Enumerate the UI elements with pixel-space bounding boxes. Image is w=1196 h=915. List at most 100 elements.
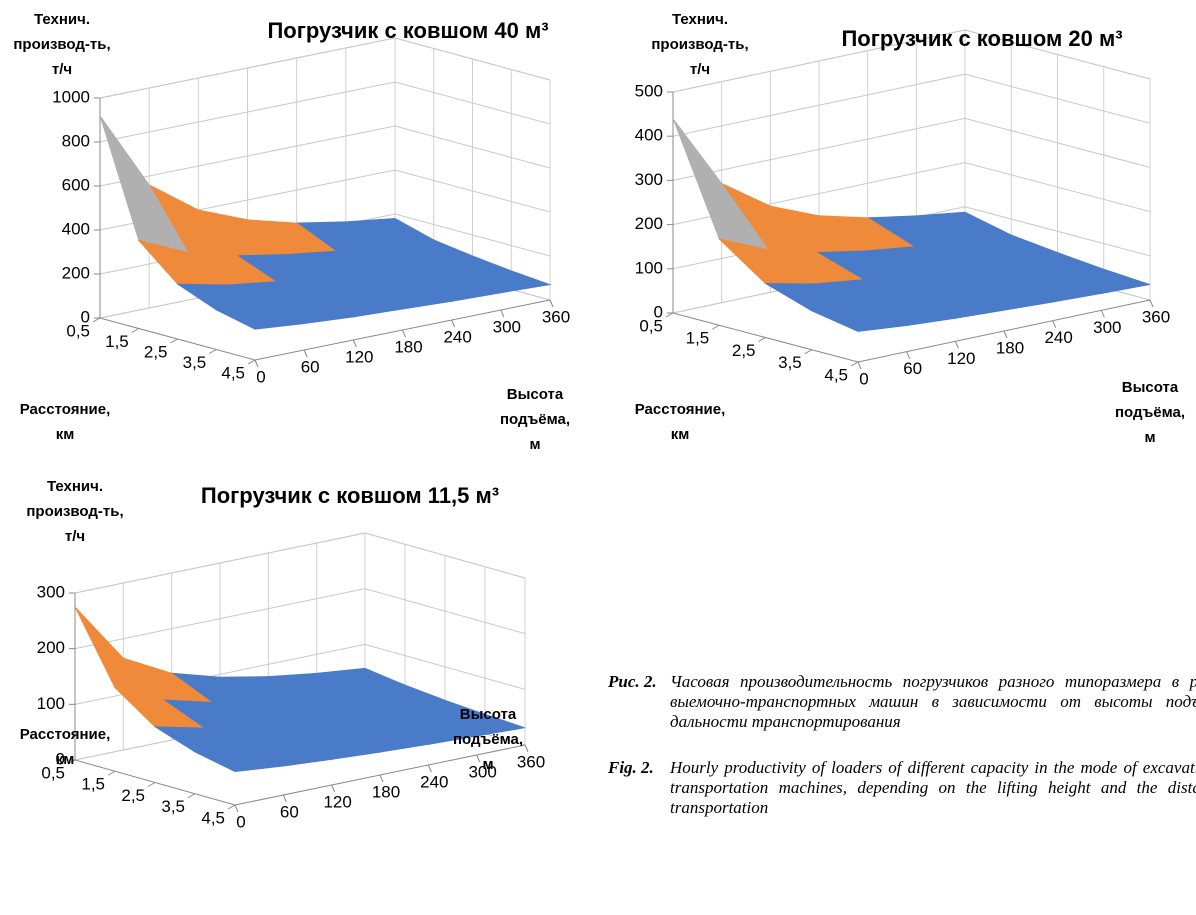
- grid-line: [672, 117, 1151, 181]
- height-tick-label: 240: [420, 772, 448, 791]
- distance-tick-label: 1,5: [81, 775, 105, 794]
- height-tick: [379, 774, 384, 783]
- caption-label: Рис. 2.: [608, 672, 657, 691]
- height-tick: [234, 804, 239, 813]
- distance-tick-label: 3,5: [778, 353, 802, 372]
- surface-cell: [214, 306, 306, 330]
- height-tick-label: 360: [517, 752, 545, 771]
- z-axis-title-line: т/ч: [65, 528, 85, 545]
- z-axis-title: Технич. производ-ть, т/ч: [13, 11, 110, 78]
- height-tick-label: 300: [468, 762, 496, 781]
- height-tick-label: 300: [493, 317, 521, 336]
- height-tick: [1003, 330, 1008, 339]
- height-tick-label: 240: [443, 327, 471, 346]
- height-tick: [1052, 320, 1057, 328]
- z-axis-title-line: Технич.: [34, 11, 90, 28]
- height-tick-label: 60: [280, 802, 299, 821]
- height-axis-title-line: м: [1144, 429, 1155, 446]
- height-tick-label: 360: [542, 307, 570, 326]
- height-tick-label: 60: [903, 359, 922, 378]
- height-tick-label: 60: [301, 357, 320, 376]
- distance-tick-label: 1,5: [686, 329, 710, 348]
- distance-axis-title-line: Расстояние,: [20, 401, 111, 418]
- z-tick-label: 100: [37, 694, 65, 713]
- distance-tick-label: 0,5: [41, 763, 65, 782]
- distance-tick: [131, 328, 139, 333]
- z-axis-title: Технич. производ-ть, т/ч: [26, 478, 123, 545]
- height-tick-label: 0: [236, 812, 245, 831]
- z-tick-label: 300: [635, 170, 663, 189]
- distance-tick-label: 3,5: [161, 797, 185, 816]
- z-tick-label: 100: [635, 258, 663, 277]
- distance-tick: [758, 337, 766, 342]
- height-tick: [857, 361, 862, 370]
- distance-tick: [170, 338, 178, 344]
- z-tick-label: 200: [635, 214, 663, 233]
- height-tick-label: 120: [323, 792, 351, 811]
- distance-axis-title-line: км: [671, 426, 690, 443]
- height-tick-label: 180: [996, 338, 1024, 357]
- z-tick-label: 500: [635, 81, 663, 100]
- height-tick: [1149, 299, 1154, 308]
- chart-title: Погрузчик с ковшом 20 м³: [841, 26, 1122, 51]
- distance-tick-label: 1,5: [105, 332, 129, 351]
- z-tick-label: 200: [62, 263, 90, 282]
- grid-line: [672, 73, 1151, 137]
- chart-title: Погрузчик с ковшом 11,5 м³: [201, 483, 499, 508]
- height-tick-label: 0: [859, 369, 868, 388]
- z-tick-label: 300: [37, 582, 65, 601]
- distance-axis-title: Расстояние, км: [635, 401, 726, 443]
- z-tick-label: 400: [62, 219, 90, 238]
- height-axis-title-line: Высота: [1122, 379, 1179, 396]
- height-tick: [352, 339, 357, 348]
- z-axis-title-line: производ-ть,: [26, 503, 123, 520]
- distance-tick: [92, 317, 101, 323]
- height-tick: [524, 744, 529, 753]
- height-tick: [282, 794, 287, 803]
- caption-en: Fig. 2. Hourly productivity of loaders o…: [608, 758, 1196, 818]
- distance-tick-label: 0,5: [639, 316, 663, 335]
- height-tick: [476, 754, 481, 763]
- height-axis-title-line: м: [529, 436, 540, 453]
- height-tick: [451, 319, 456, 328]
- surface-cell: [811, 306, 909, 332]
- z-axis-title-line: производ-ть,: [13, 36, 110, 53]
- height-tick-label: 360: [1142, 307, 1170, 326]
- grid-line: [672, 29, 1151, 93]
- height-axis-title: Высота подъёма, м: [500, 386, 570, 453]
- distance-axis-title: Расстояние, км: [20, 401, 111, 443]
- distance-axis-title-line: Расстояние,: [635, 401, 726, 418]
- distance-tick-label: 0,5: [66, 321, 90, 340]
- caption-label: Fig. 2.: [608, 758, 654, 777]
- height-tick: [254, 359, 259, 368]
- z-axis-title-line: Технич.: [47, 478, 103, 495]
- distance-tick: [712, 324, 720, 330]
- height-axis-title: Высота подъёма, м: [1115, 379, 1185, 446]
- height-tick-label: 300: [1093, 318, 1121, 337]
- height-tick: [906, 351, 911, 359]
- z-tick-label: 0: [56, 749, 65, 768]
- height-tick-label: 0: [256, 367, 265, 386]
- distance-tick: [67, 759, 76, 765]
- distance-axis-title: Расстояние, км: [20, 726, 111, 768]
- height-tick: [1100, 310, 1105, 318]
- distance-axis-title-line: км: [56, 426, 75, 443]
- distance-tick: [850, 361, 859, 367]
- distance-axis-title-line: Расстояние,: [20, 726, 111, 743]
- height-tick: [500, 309, 505, 318]
- height-axis-title-line: Высота: [460, 706, 517, 723]
- height-axis-title-line: подъёма,: [500, 411, 570, 428]
- surface-cell: [193, 748, 285, 773]
- z-tick-label: 800: [62, 131, 90, 150]
- height-tick-label: 180: [372, 782, 400, 801]
- distance-tick-label: 2,5: [732, 341, 756, 360]
- z-axis-title-line: производ-ть,: [651, 36, 748, 53]
- caption-text: Часовая производительность погрузчиков р…: [670, 672, 1196, 731]
- height-tick: [549, 299, 554, 308]
- z-axis-title-line: Технич.: [672, 11, 728, 28]
- distance-tick: [247, 359, 256, 365]
- grid-line: [672, 162, 1151, 226]
- grid-line: [74, 588, 526, 650]
- distance-axis-title-line: км: [56, 751, 75, 768]
